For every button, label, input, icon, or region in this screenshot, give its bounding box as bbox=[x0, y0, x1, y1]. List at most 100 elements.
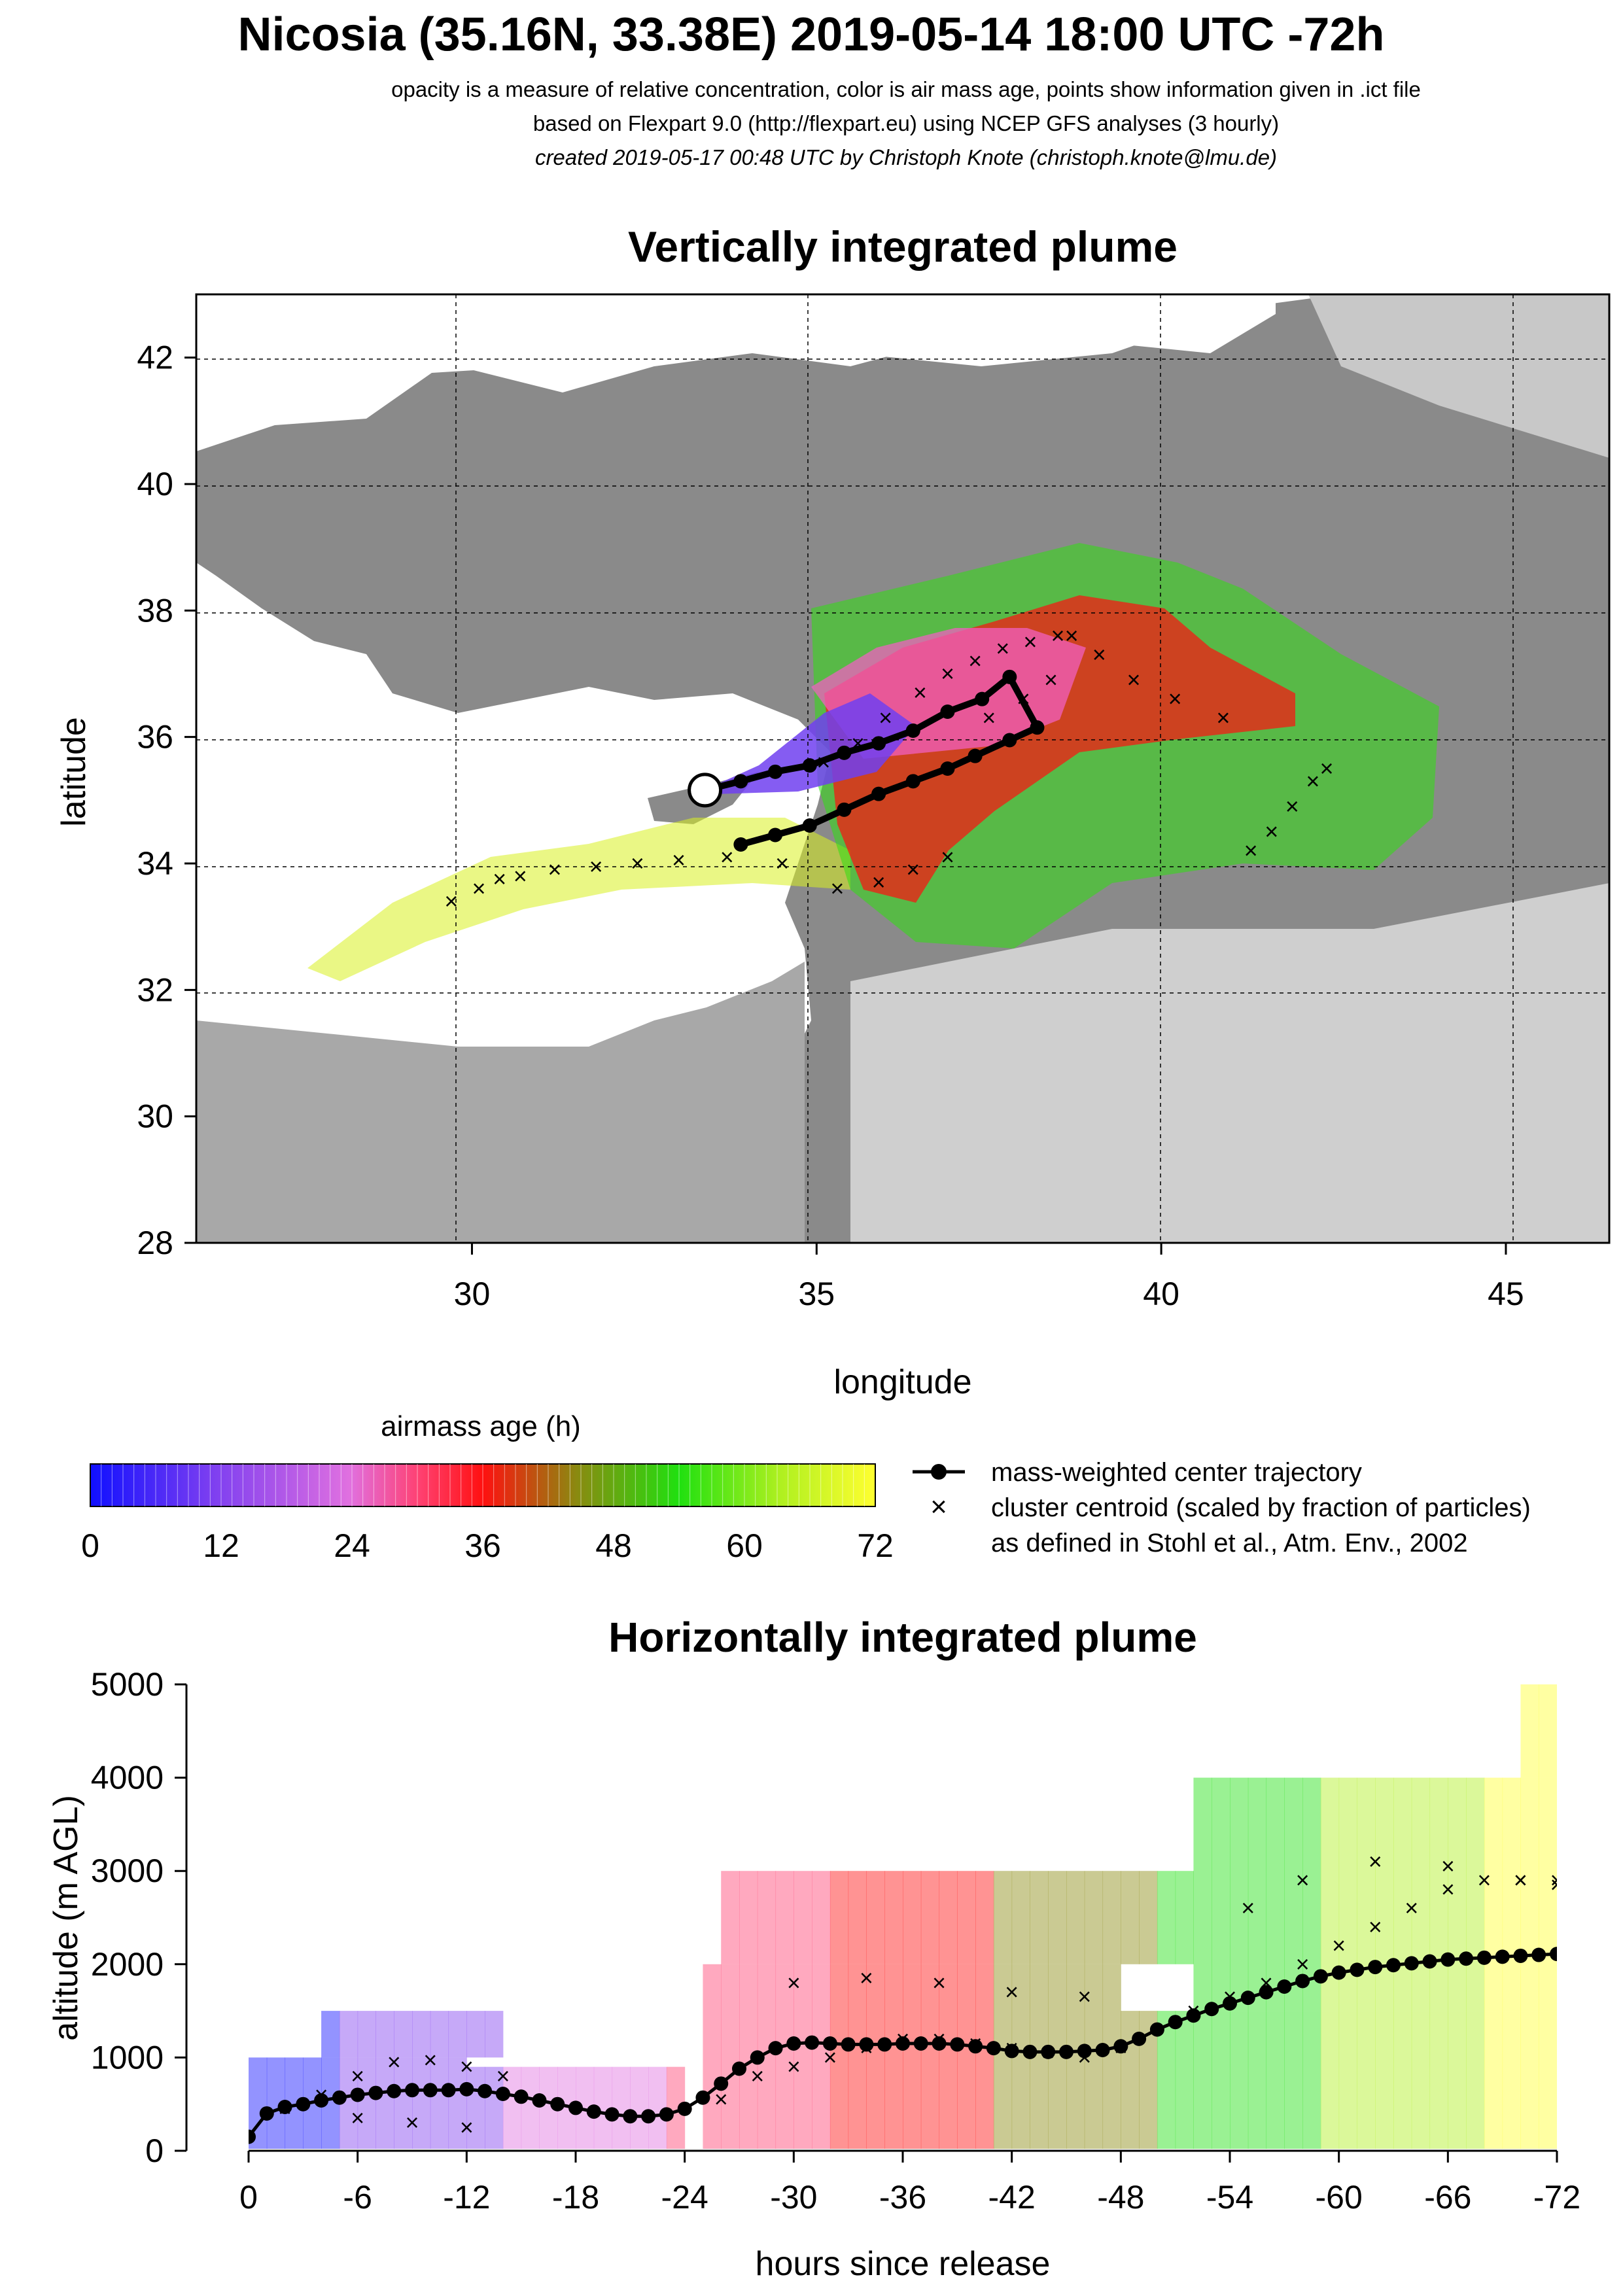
profile-field-cell bbox=[1411, 1777, 1431, 1918]
profile-field-cell bbox=[1502, 1917, 1521, 2011]
profile-cluster-centroid: × bbox=[1077, 2044, 1091, 2070]
profile-field-cell bbox=[775, 1964, 794, 2149]
map-y-tick-label: 28 bbox=[137, 1225, 173, 1261]
map-x-label: longitude bbox=[833, 1363, 971, 1401]
profile-field-cell bbox=[1230, 2011, 1249, 2149]
profile-cluster-centroid: × bbox=[896, 2025, 909, 2052]
profile-field-cell bbox=[1520, 1684, 1539, 1778]
map-cluster-centroid: × bbox=[1216, 704, 1230, 731]
profile-field-cell bbox=[1121, 1871, 1140, 1964]
map-cluster-centroid: × bbox=[1023, 629, 1037, 655]
map-panel: Vertically integrated plume bbox=[55, 222, 1611, 1401]
map-center-trajectory-point bbox=[905, 723, 920, 738]
profile-cluster-centroid: × bbox=[1005, 2034, 1019, 2061]
profile-field-cell bbox=[1393, 1777, 1412, 1918]
profile-field-cell bbox=[1193, 2011, 1212, 2149]
map-cluster-centroid: × bbox=[982, 704, 996, 731]
profile-field-cell bbox=[412, 2011, 431, 2058]
profile-center-trajectory-point bbox=[968, 2039, 983, 2054]
profile-field-cell bbox=[1284, 1777, 1303, 1918]
map-center-trajectory-point bbox=[1030, 720, 1045, 735]
profile-cluster-centroid: × bbox=[423, 2047, 437, 2074]
profile-center-trajectory-point bbox=[350, 2087, 365, 2102]
profile-field-cell bbox=[357, 2057, 376, 2149]
map-cluster-centroid: × bbox=[1126, 667, 1140, 693]
profile-center-trajectory-point bbox=[1077, 2044, 1092, 2059]
profile-field-cell bbox=[903, 1964, 922, 2149]
release-point-marker bbox=[688, 773, 723, 808]
subtitle-model: based on Flexpart 9.0 (http://flexpart.e… bbox=[532, 111, 1280, 135]
profile-cluster-centroid: × bbox=[1114, 2034, 1128, 2061]
profile-cluster-centroid: × bbox=[860, 1964, 873, 1991]
profile-cluster-centroid: × bbox=[1441, 1852, 1455, 1879]
profile-center-trajectory-point bbox=[1513, 1948, 1528, 1963]
profile-cluster-centroid: × bbox=[1077, 1983, 1091, 2010]
profile-center-trajectory-point bbox=[1223, 1996, 1237, 2011]
profile-cluster-centroid: × bbox=[1296, 1866, 1310, 1893]
map-y-tick-label: 42 bbox=[137, 339, 173, 376]
map-cluster-centroid: × bbox=[872, 869, 886, 896]
map-center-trajectory-point bbox=[905, 774, 920, 789]
profile-field-cell bbox=[1175, 1871, 1194, 1964]
map-y-tick-label: 36 bbox=[137, 719, 173, 756]
colorbar-tick-label: 48 bbox=[595, 1527, 632, 1564]
profile-center-trajectory-point bbox=[368, 2085, 383, 2100]
subtitle-description: opacity is a measure of relative concent… bbox=[391, 77, 1421, 101]
profile-center-trajectory-point bbox=[604, 2107, 620, 2122]
profile-x-tick-label: -72 bbox=[1533, 2179, 1580, 2216]
profile-cluster-centroid: × bbox=[1477, 1866, 1491, 1893]
profile-cluster-centroid: × bbox=[1005, 1979, 1019, 2006]
profile-field-cell bbox=[848, 1964, 867, 2149]
profile-field-cell bbox=[1066, 1871, 1085, 1964]
profile-field-cell bbox=[1102, 1871, 1121, 1964]
profile-cluster-centroid: × bbox=[1514, 1866, 1527, 1893]
map-cluster-centroid: × bbox=[1017, 686, 1030, 712]
profile-field-cell bbox=[812, 1964, 831, 2149]
map-x-tick-label: 45 bbox=[1488, 1276, 1524, 1312]
colorbar-tick-label: 0 bbox=[81, 1527, 99, 1564]
colorbar-tick-label: 72 bbox=[857, 1527, 894, 1564]
profile-cluster-centroid: × bbox=[787, 1969, 801, 1996]
profile-x-tick-label: -54 bbox=[1206, 2179, 1253, 2216]
map-center-trajectory-point bbox=[940, 704, 955, 719]
profile-center-trajectory-point bbox=[568, 2100, 583, 2115]
profile-center-trajectory-point bbox=[296, 2096, 311, 2112]
profile-center-trajectory-point bbox=[1149, 2022, 1164, 2037]
profile-center-trajectory-point bbox=[332, 2090, 347, 2105]
profile-x-tick-label: -30 bbox=[770, 2179, 817, 2216]
profile-center-trajectory-point bbox=[841, 2037, 856, 2052]
land-north-light bbox=[1308, 294, 1609, 458]
profile-field-cell bbox=[1266, 2011, 1285, 2149]
profile-field-cell bbox=[957, 1871, 976, 1964]
profile-marks: ×××× × × ×× × ××× × × × × × × × × × ×××××××××× × × ×××× ×× ×… bbox=[249, 1848, 1557, 2144]
profile-center-trajectory-point bbox=[714, 2076, 729, 2091]
legend-centroid-label: cluster centroid (scaled by fraction of … bbox=[991, 1493, 1531, 1522]
map-cluster-centroid: × bbox=[631, 850, 644, 877]
map-cluster-centroid: × bbox=[1306, 767, 1319, 794]
profile-center-trajectory-point bbox=[514, 2089, 529, 2104]
profile-field-cell bbox=[1121, 2011, 1140, 2149]
map-cluster-centroid: × bbox=[493, 865, 506, 892]
profile-y-tick-label: 0 bbox=[145, 2132, 164, 2169]
profile-cluster-centroid: × bbox=[1441, 1876, 1455, 1903]
land-arabia-light bbox=[850, 883, 1609, 1243]
profile-field-cell bbox=[1502, 2011, 1521, 2149]
map-cluster-centroid: × bbox=[1244, 837, 1258, 864]
map-center-trajectory-point bbox=[802, 818, 817, 833]
profile-cluster-centroid: × bbox=[1332, 1932, 1346, 1958]
profile-center-trajectory-point bbox=[1440, 1952, 1456, 1967]
profile-center-trajectory-point bbox=[314, 2093, 329, 2108]
profile-y-axis: 0 1000 2000 3000 4000 5000 bbox=[91, 1666, 186, 2169]
profile-cluster-centroid: × bbox=[460, 2113, 474, 2140]
profile-field-cell bbox=[1302, 2011, 1321, 2149]
profile-center-trajectory-point bbox=[1368, 1960, 1383, 1975]
profile-field-cell bbox=[975, 1964, 994, 2149]
map-center-trajectory-point bbox=[871, 786, 886, 801]
profile-cluster-centroid: × bbox=[315, 2081, 328, 2108]
profile-field-cell bbox=[1139, 1871, 1158, 1964]
profile-field-cell bbox=[1212, 2011, 1230, 2149]
profile-field-cell bbox=[1539, 1917, 1557, 2011]
profile-center-trajectory-point bbox=[822, 2036, 837, 2051]
profile-field-cell bbox=[1048, 1871, 1067, 1964]
